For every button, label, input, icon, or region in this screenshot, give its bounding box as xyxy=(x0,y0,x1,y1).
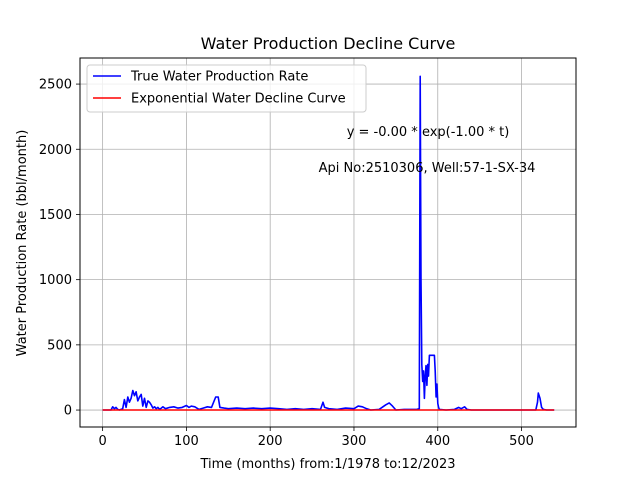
legend-label-true-rate: True Water Production Rate xyxy=(130,70,308,85)
legend-label-exponential-curve: Exponential Water Decline Curve xyxy=(131,92,346,107)
x-axis-ticks: 0 100 200 300 400 500 xyxy=(98,427,534,449)
y-tick-label: 0 xyxy=(64,404,72,419)
y-tick-label: 500 xyxy=(47,338,72,353)
plot-frame xyxy=(79,57,577,428)
y-axis-ticks: 0 500 1000 1500 2000 2500 xyxy=(39,78,80,419)
x-tick-label: 500 xyxy=(509,434,534,449)
x-tick-label: 400 xyxy=(425,434,450,449)
series-line-true-water-rate xyxy=(102,75,555,411)
x-axis-label: Time (months) from:1/1978 to:12/2023 xyxy=(199,457,455,472)
chart-title: Water Production Decline Curve xyxy=(201,34,456,53)
x-tick-label: 0 xyxy=(98,434,106,449)
legend: True Water Production Rate Exponential W… xyxy=(86,64,367,113)
legend-box xyxy=(86,64,367,113)
grid xyxy=(80,58,576,427)
plot-lines xyxy=(102,75,555,411)
x-tick-label: 100 xyxy=(174,434,199,449)
x-tick-label: 300 xyxy=(342,434,367,449)
y-tick-label: 2500 xyxy=(39,78,72,93)
well-annotation: Api No:2510306, Well:57-1-SX-34 xyxy=(319,161,536,176)
y-tick-label: 1500 xyxy=(39,208,72,223)
x-tick-label: 200 xyxy=(258,434,283,449)
y-axis-label: Water Production Rate (bbl/month) xyxy=(15,130,30,357)
equation-annotation: y = -0.00 * exp(-1.00 * t) xyxy=(347,125,510,140)
y-tick-label: 1000 xyxy=(39,273,72,288)
y-tick-label: 2000 xyxy=(39,143,72,158)
